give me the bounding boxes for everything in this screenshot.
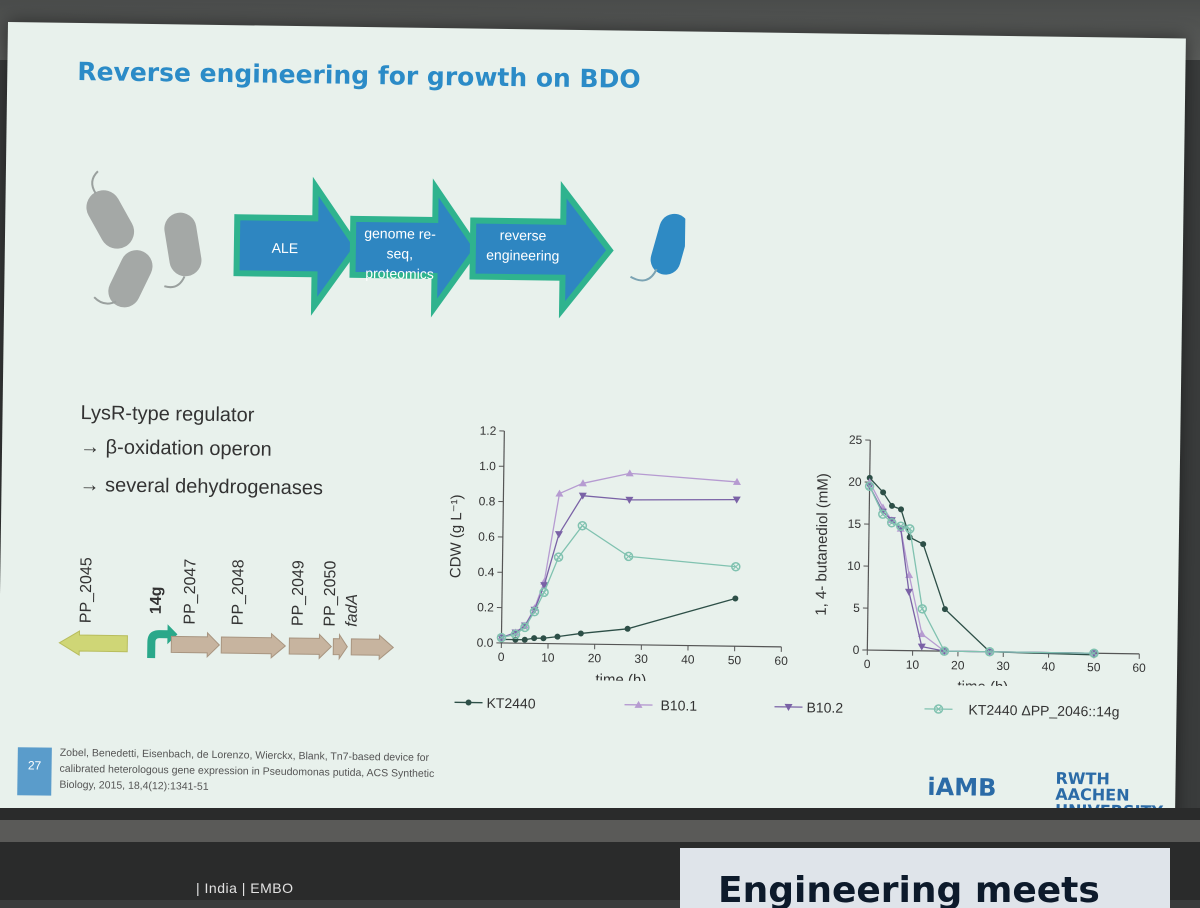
legend-label-mutant: KT2440 ΔPP_2046::14g	[968, 701, 1119, 719]
x-axis-label: time (h)	[595, 671, 646, 683]
x-tick-label: 0	[864, 657, 871, 671]
data-point-kt2440	[554, 634, 560, 640]
y-tick-label: 0.0	[477, 636, 494, 650]
x-axis-label: time (h)	[957, 678, 1008, 688]
y-axis	[867, 440, 870, 650]
bullet-2: → β-oxidation operon	[80, 429, 324, 468]
y-axis-label: CDW (g L⁻¹)	[447, 494, 465, 578]
x-tick-label: 10	[541, 651, 555, 665]
x-tick-label: 20	[951, 658, 965, 672]
data-point-mutant-cross	[556, 554, 562, 560]
x-tick-label: 20	[588, 651, 602, 665]
room-ledge	[0, 820, 1200, 842]
legend-label-b102: B10.2	[806, 699, 843, 716]
x-tick-label: 50	[728, 653, 742, 667]
gene-label: PP_2047	[182, 559, 201, 625]
data-point-b102	[555, 531, 563, 538]
data-point-kt2440	[625, 626, 631, 632]
butanediol-chart: 0 10 20 30 40 50 60 0 5 10 15 20 25 time (h) 1, 4- but…	[799, 393, 1153, 688]
data-point-mutant-cross	[579, 523, 585, 529]
data-point-kt2440	[466, 699, 472, 705]
data-point-kt2440	[732, 595, 738, 601]
x-tick-label: 40	[681, 652, 695, 666]
series-line	[867, 478, 1096, 655]
event-banner: Engineering meets	[680, 848, 1170, 908]
data-point-kt2440	[898, 506, 904, 512]
gene-label-14g: 14g	[148, 586, 166, 614]
slide-title: Reverse engineering for growth on BDO	[77, 57, 641, 94]
projection-slide: Reverse engineering for growth on BDO AL…	[0, 22, 1186, 826]
y-tick-label: 20	[848, 475, 862, 489]
blue-bacterium-icon	[630, 210, 686, 281]
y-tick-label: 0	[853, 643, 860, 657]
legend-label-b101: B10.1	[660, 697, 697, 714]
x-tick-label: 30	[634, 652, 648, 666]
y-tick-label: 15	[848, 517, 862, 531]
bullet-list: LysR-type regulator → β-oxidation operon…	[79, 395, 324, 506]
x-tick-label: 30	[996, 659, 1010, 673]
x-tick-label: 10	[906, 658, 920, 672]
y-tick-label: 25	[849, 433, 863, 447]
reference-citation: Zobel, Benedetti, Eisenbach, de Lorenzo,…	[59, 745, 450, 798]
series-line	[501, 495, 736, 641]
y-tick-label: 0.6	[478, 530, 495, 544]
y-tick-label: 1.0	[479, 459, 496, 473]
x-tick-label: 60	[1132, 661, 1146, 675]
y-axis-label: 1, 4- butanediol (mM)	[813, 473, 832, 616]
data-point-b102	[905, 589, 913, 596]
data-point-kt2440	[531, 635, 537, 641]
gene-label: PP_2048	[230, 559, 249, 625]
x-tick-label: 40	[1042, 659, 1056, 673]
rwth-logo-line1: RWTH AACHEN	[1055, 771, 1175, 805]
y-tick-label: 0.2	[477, 600, 494, 614]
step-ale: ALE	[245, 237, 325, 258]
x-tick-label: 50	[1087, 660, 1101, 674]
gene-label: fadA	[344, 594, 362, 627]
event-footer-text: | India | EMBO	[196, 880, 294, 896]
data-point-kt2440	[540, 635, 546, 641]
data-point-kt2440	[522, 637, 528, 643]
data-point-kt2440	[920, 541, 926, 547]
data-point-b101	[555, 490, 563, 497]
data-point-kt2440	[578, 630, 584, 636]
iamb-logo: iAMB	[927, 773, 996, 802]
cdw-chart: 0 10 20 30 40 50 60 0.0 0.2 0.4 0.6 0.8 1.0 1.2 time (…	[419, 388, 793, 683]
y-tick-label: 5	[853, 601, 860, 615]
gene-label: PP_2045	[78, 557, 97, 623]
gene-label: PP_2049	[290, 560, 309, 626]
data-point-b101	[626, 469, 634, 476]
x-tick-label: 0	[498, 650, 505, 664]
bullet-3: → several dehydrogenases	[79, 467, 323, 506]
legend-label-kt2440: KT2440	[486, 695, 535, 712]
y-tick-label: 1.2	[480, 424, 497, 438]
gray-bacteria-icon	[79, 171, 205, 314]
event-banner-text: Engineering meets	[718, 870, 1100, 908]
series-line	[501, 525, 736, 641]
step-reverse-engineering: reverse engineering	[475, 225, 572, 266]
gene-label: PP_2050	[322, 561, 341, 627]
y-tick-label: 0.8	[479, 494, 496, 508]
y-tick-label: 10	[847, 559, 861, 573]
step-genome-reseq: genome re-seq, proteomics	[350, 223, 449, 284]
bullet-1: LysR-type regulator	[80, 395, 324, 434]
x-tick-label: 60	[774, 654, 788, 668]
page-number: 27	[17, 747, 52, 795]
y-tick-label: 0.4	[478, 565, 495, 579]
